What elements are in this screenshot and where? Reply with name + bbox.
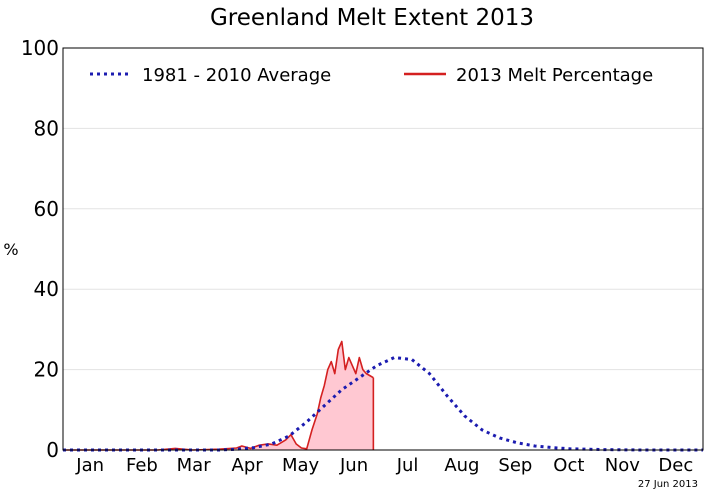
y-axis-ticks: 0 20 40 60 80 100 bbox=[21, 36, 59, 462]
legend-label-average: 1981 - 2010 Average bbox=[142, 65, 331, 86]
series-average-line bbox=[63, 356, 703, 452]
x-tick-label: Sep bbox=[498, 455, 532, 476]
series-2013-line bbox=[63, 340, 374, 451]
legend: 1981 - 2010 Average 2013 Melt Percentage bbox=[90, 65, 653, 86]
y-tick-label: 60 bbox=[34, 197, 59, 221]
x-tick-label: Apr bbox=[232, 455, 264, 476]
y-tick-label: 40 bbox=[34, 277, 59, 301]
x-tick-label: Nov bbox=[605, 455, 640, 476]
y-axis-label: % bbox=[3, 240, 18, 259]
grid-lines bbox=[63, 127, 703, 371]
series-area bbox=[63, 340, 703, 452]
y-tick-label: 100 bbox=[21, 36, 59, 60]
x-tick-label: Jul bbox=[396, 455, 419, 476]
y-tick-label: 20 bbox=[34, 358, 59, 382]
x-tick-label: Dec bbox=[658, 455, 693, 476]
y-tick-label: 0 bbox=[46, 438, 59, 462]
plot-frame bbox=[62, 47, 704, 451]
x-tick-label: Aug bbox=[444, 455, 479, 476]
legend-label-2013: 2013 Melt Percentage bbox=[456, 65, 653, 86]
date-note: 27 Jun 2013 bbox=[638, 479, 698, 490]
y-tick-label: 80 bbox=[34, 116, 59, 140]
x-tick-label: Oct bbox=[553, 455, 584, 476]
x-tick-label: Feb bbox=[126, 455, 158, 476]
chart-title: Greenland Melt Extent 2013 bbox=[210, 5, 534, 31]
x-tick-label: Jun bbox=[339, 455, 368, 476]
series-2013-fill bbox=[63, 341, 374, 450]
x-tick-label: Mar bbox=[177, 455, 212, 476]
x-axis-ticks: Jan Feb Mar Apr May Jun Jul Aug Sep Oct Nov Dec bbox=[75, 455, 693, 476]
x-tick-label: May bbox=[282, 455, 320, 476]
x-tick-label: Jan bbox=[75, 455, 104, 476]
